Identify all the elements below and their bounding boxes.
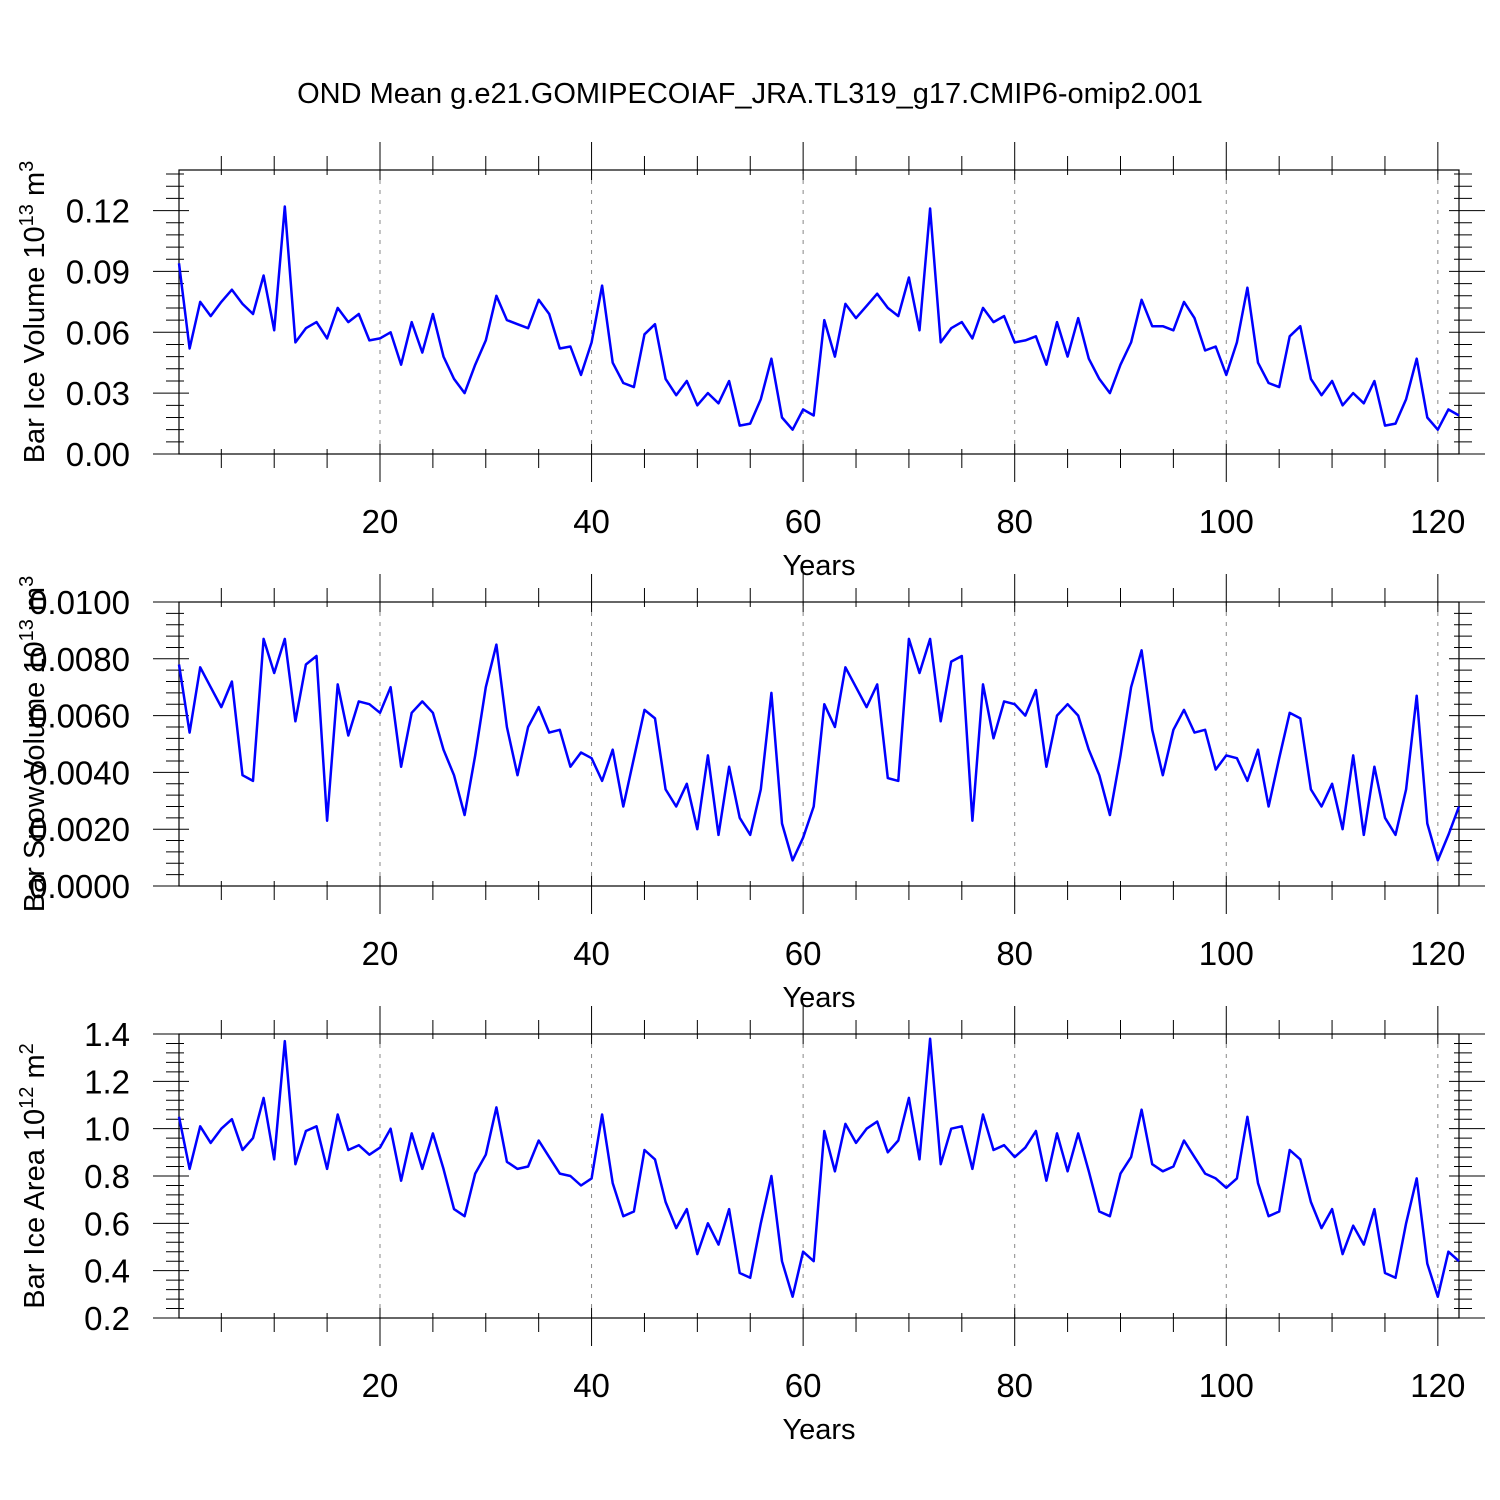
x-tick-label: 80 xyxy=(996,1367,1033,1404)
y-axis-label: Bar Ice Area 1012 m2 xyxy=(16,1043,51,1309)
panel-2: 20 40 60 80 100 120 0.0000 0.0020 0.0040 0.0060 0.… xyxy=(16,574,1485,1014)
x-tick-label: 20 xyxy=(362,503,399,540)
x-tick-label: 100 xyxy=(1199,1367,1254,1404)
x-tick-label: 40 xyxy=(573,503,610,540)
x-tick-label: 80 xyxy=(996,503,1033,540)
y-tick-label: 1.0 xyxy=(84,1111,130,1148)
y-axis-label-part: m xyxy=(19,587,51,619)
y-tick-label: 0.0040 xyxy=(29,754,130,791)
x-tick-label: 120 xyxy=(1410,1367,1465,1404)
y-tick-label: 0.09 xyxy=(66,253,130,290)
x-tick-label: 60 xyxy=(785,503,822,540)
x-tick-label: 80 xyxy=(996,935,1033,972)
y-axis-label-part: Bar Snow Volume 10 xyxy=(19,641,51,912)
y-tick-label: 0.03 xyxy=(66,375,130,412)
y-tick-label: 0.06 xyxy=(66,314,130,351)
data-line xyxy=(177,205,1460,431)
y-axis-label-part: m xyxy=(19,172,51,204)
y-axis-label-exponent: 12 xyxy=(16,1087,38,1109)
x-tick-label: 100 xyxy=(1199,503,1254,540)
x-axis-label: Years xyxy=(782,1414,855,1446)
y-tick-label: 0.6 xyxy=(84,1205,130,1242)
panel-3: 20 40 60 80 100 120 0.2 0.4 0.6 0.8 1.0 1.2 1.4 Years… xyxy=(16,1006,1485,1446)
y-axis-label-exponent: 2 xyxy=(16,1043,38,1054)
x-tick-label: 120 xyxy=(1410,503,1465,540)
y-tick-label: 0.12 xyxy=(66,193,130,230)
x-tick-label: 120 xyxy=(1410,935,1465,972)
y-axis-label: Bar Ice Volume 1013 m3 xyxy=(16,161,51,464)
y-axis-label-exponent: 3 xyxy=(16,161,38,172)
y-tick-label: 0.8 xyxy=(84,1158,130,1195)
x-tick-label: 40 xyxy=(573,1367,610,1404)
x-tick-label: 20 xyxy=(362,1367,399,1404)
y-tick-label: 1.2 xyxy=(84,1063,130,1100)
y-tick-label: 0.0080 xyxy=(29,641,130,678)
x-tick-label: 40 xyxy=(573,935,610,972)
panel-1: 20 40 60 80 100 120 0.00 0.03 0.06 0.09 0.12 Years B… xyxy=(16,142,1485,582)
plot-frame xyxy=(178,601,1460,887)
y-axis-label-part: m xyxy=(19,1054,51,1086)
y-tick-label: 0.0100 xyxy=(29,584,130,621)
y-axis-label: Bar Snow Volume 1013 m3 xyxy=(16,576,51,912)
y-tick-label: 0.4 xyxy=(84,1253,130,1290)
x-axis-label: Years xyxy=(782,982,855,1014)
y-axis-label-part: Bar Ice Volume 10 xyxy=(19,226,51,463)
y-axis-label-exponent: 3 xyxy=(16,576,38,587)
x-tick-label: 100 xyxy=(1199,935,1254,972)
x-axis-label: Years xyxy=(782,550,855,582)
y-tick-label: 0.0060 xyxy=(29,698,130,735)
x-tick-label: 20 xyxy=(362,935,399,972)
y-tick-label: 1.4 xyxy=(84,1016,130,1053)
x-tick-label: 60 xyxy=(785,1367,822,1404)
y-axis-label-exponent: 13 xyxy=(16,204,38,226)
chart-title: OND Mean g.e21.GOMIPECOIAF_JRA.TL319_g17… xyxy=(297,78,1203,110)
data-line xyxy=(177,637,1461,862)
x-tick-label: 60 xyxy=(785,935,822,972)
y-tick-label: 0.2 xyxy=(84,1300,130,1337)
y-tick-label: 0.0000 xyxy=(29,868,130,905)
y-tick-label: 0.0020 xyxy=(29,811,130,848)
y-tick-label: 0.00 xyxy=(66,436,130,473)
y-axis-label-exponent: 13 xyxy=(16,619,38,641)
y-axis-label-part: Bar Ice Area 10 xyxy=(19,1109,51,1309)
plot-frame xyxy=(178,169,1460,455)
data-line xyxy=(177,1037,1460,1298)
plot-frame xyxy=(178,1033,1460,1319)
